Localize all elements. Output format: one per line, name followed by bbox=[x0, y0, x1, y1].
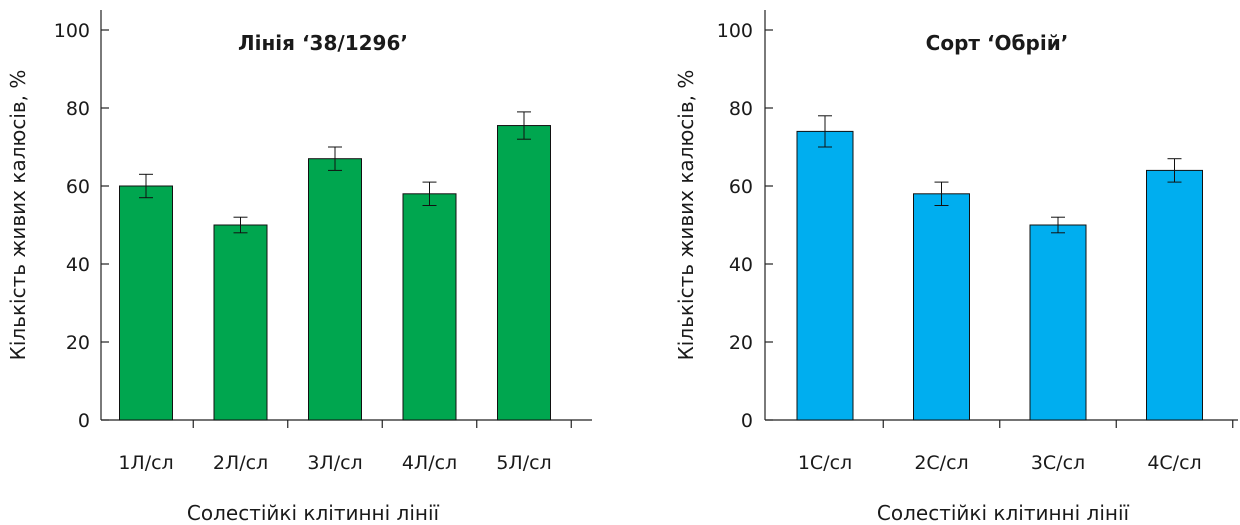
x-axis-title: Солестійкі клітинні лінії bbox=[187, 501, 440, 525]
bar bbox=[1029, 224, 1087, 421]
y-tick-label: 60 bbox=[66, 176, 90, 198]
x-category-label: 5Л/сл bbox=[496, 452, 551, 474]
y-tick-label: 20 bbox=[729, 332, 753, 354]
bar bbox=[1146, 169, 1203, 421]
bar bbox=[119, 185, 173, 421]
x-category-label: 1С/сл bbox=[798, 452, 852, 474]
y-axis-title: Кількість живих калюсів, % bbox=[674, 70, 698, 361]
bar bbox=[497, 125, 551, 421]
chart-1: 0 20 40 60 80 100 1Л/сл 2Л/сл 3Л/сл 4Л/сл 5Л/сл Лін… bbox=[6, 10, 592, 525]
y-tick-label: 60 bbox=[729, 176, 753, 198]
bar bbox=[402, 193, 457, 421]
y-tick-label: 100 bbox=[717, 20, 753, 42]
y-tick-label: 100 bbox=[54, 20, 90, 42]
x-category-label: 3С/сл bbox=[1031, 452, 1085, 474]
bar bbox=[213, 224, 268, 421]
x-category-label: 3Л/сл bbox=[307, 452, 362, 474]
chart-title: Лінія ‘38/1296’ bbox=[238, 31, 408, 55]
bar bbox=[913, 193, 970, 421]
chart-2: 0 20 40 60 80 100 1С/сл 2С/сл 3С/сл 4С/сл Сорт ‘Об… bbox=[674, 10, 1238, 525]
bar bbox=[308, 158, 362, 421]
y-axis-title: Кількість живих калюсів, % bbox=[6, 70, 30, 361]
y-tick-label: 20 bbox=[66, 332, 90, 354]
chart-title: Сорт ‘Обрій’ bbox=[926, 31, 1069, 55]
x-category-label: 4Л/сл bbox=[402, 452, 457, 474]
bar bbox=[796, 130, 854, 421]
y-tick-label: 80 bbox=[729, 98, 753, 120]
y-tick-label: 40 bbox=[66, 254, 90, 276]
y-tick-label: 80 bbox=[66, 98, 90, 120]
x-category-label: 4С/сл bbox=[1147, 452, 1201, 474]
y-tick-label: 40 bbox=[729, 254, 753, 276]
x-category-label: 2С/сл bbox=[914, 452, 968, 474]
y-tick-label: 0 bbox=[741, 410, 753, 432]
y-tick-label: 0 bbox=[78, 410, 90, 432]
x-category-label: 1Л/сл bbox=[118, 452, 173, 474]
x-category-label: 2Л/сл bbox=[213, 452, 268, 474]
x-axis-title: Солестійкі клітинні лінії bbox=[877, 501, 1130, 525]
